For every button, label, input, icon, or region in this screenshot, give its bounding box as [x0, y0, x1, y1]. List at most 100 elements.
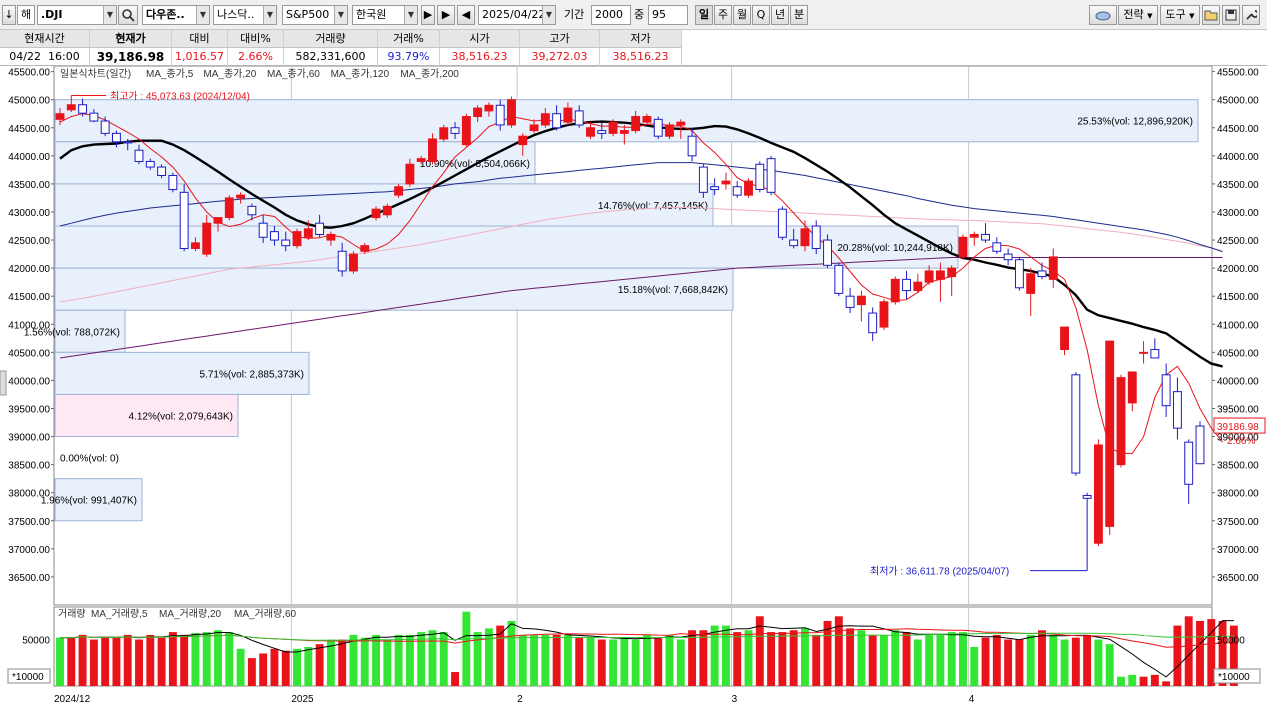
candle-body: [450, 127, 460, 134]
volume-bar: [575, 637, 584, 686]
volume-bar: [1049, 634, 1058, 686]
y-tick-label-right: 41000.00: [1217, 320, 1259, 331]
volume-bar: [767, 632, 776, 686]
left-scroll-handle[interactable]: [0, 370, 7, 396]
volume-bar: [496, 625, 505, 686]
open-button[interactable]: [1202, 5, 1220, 25]
y-tick-label-right: 40000.00: [1217, 376, 1259, 387]
y-tick-label-left: 44500.00: [8, 124, 50, 135]
candle-body: [416, 158, 426, 162]
candle-body: [608, 121, 618, 134]
play-button[interactable]: ▶: [421, 5, 435, 25]
volume-bar: [484, 628, 493, 686]
y-tick-label-right: 39000.00: [1217, 433, 1259, 444]
strategy-button[interactable]: 전략 ▼: [1118, 5, 1158, 25]
volume-bar: [236, 648, 245, 686]
tools-button[interactable]: 도구 ▼: [1160, 5, 1200, 25]
volume-profile-bar: [54, 183, 714, 227]
folder-icon: [1204, 10, 1218, 21]
tab-month[interactable]: 월: [733, 5, 751, 25]
candle-body: [247, 205, 257, 216]
candle-body: [631, 116, 641, 132]
volume-bar: [417, 632, 426, 686]
volume-bar: [902, 632, 911, 686]
volume-bar: [123, 634, 132, 686]
y-tick-label-left: 38000.00: [8, 489, 50, 500]
tab-minute[interactable]: 분: [790, 5, 808, 25]
candle-body: [698, 166, 708, 193]
current-change-value: 2.66%: [1227, 436, 1255, 447]
volume-bar: [372, 634, 380, 686]
candle-body: [676, 121, 686, 126]
legend-entry: MA_종가,5: [146, 68, 194, 80]
index-sp500[interactable]: S&P500 ▼: [282, 5, 348, 25]
candle-body: [394, 186, 404, 196]
y-tick-label-left: 42000.00: [8, 264, 50, 275]
tab-year[interactable]: 년: [771, 5, 789, 25]
volume-bar: [620, 637, 629, 686]
chevron-down-icon[interactable]: ▼: [542, 6, 555, 24]
y-tick-label-left: 45500.00: [8, 68, 50, 79]
symbol-value: .DJI: [41, 8, 63, 21]
period-input[interactable]: 2000: [591, 5, 631, 25]
y-tick-label-right: 36500.00: [1217, 573, 1259, 584]
candle-body: [890, 278, 900, 303]
max-price-label: 최고가 : 45,073.63 (2024/12/04): [110, 91, 250, 103]
current-time: 04/22 16:00: [0, 48, 90, 66]
volume-bar: [913, 639, 922, 686]
index-nasdaq[interactable]: 나스닥.. ▼: [213, 5, 277, 25]
price-chart[interactable]: 25.53%(vol: 12,896,920K)10.90%(vol: 5,50…: [0, 66, 1267, 705]
volume-bar: [451, 672, 459, 686]
candle-body: [1060, 326, 1070, 351]
cloud-button[interactable]: [1089, 5, 1117, 25]
currency-select[interactable]: 한국원 ▼: [352, 5, 418, 25]
save-button[interactable]: [1222, 5, 1240, 25]
quote-bar: 현재시간 현재가 대비 대비% 거래량 거래% 시가 고가 저가 04/22 1…: [0, 30, 1267, 66]
date-value: 2025/04/22: [482, 8, 546, 21]
volume-bar: [507, 620, 516, 686]
volume-bar: [157, 637, 166, 686]
chevron-down-icon[interactable]: ▼: [196, 6, 209, 24]
tab-week[interactable]: 주: [714, 5, 732, 25]
prev-icon: ◀: [461, 8, 471, 21]
date-input[interactable]: 2025/04/22 ▼: [478, 5, 556, 25]
chevron-down-icon[interactable]: ▼: [404, 6, 417, 24]
y-tick-label-right: 37000.00: [1217, 545, 1259, 556]
volume-bar: [1150, 674, 1159, 686]
chevron-down-icon[interactable]: ▼: [334, 6, 347, 24]
volume-tick-left: 50000: [22, 636, 50, 647]
volume-bar: [259, 653, 268, 686]
mid-input[interactable]: 95: [648, 5, 688, 25]
tab-day[interactable]: 일: [695, 5, 713, 25]
volume-bar: [394, 634, 403, 686]
next-button[interactable]: ▶: [437, 5, 455, 25]
y-tick-label-right: 43500.00: [1217, 180, 1259, 191]
symbol-input[interactable]: .DJI ▼: [37, 5, 117, 25]
index-dow-jones[interactable]: 다우존.. ▼: [142, 5, 210, 25]
volume-bar: [315, 644, 324, 686]
volume-profile-label: 0.00%(vol: 0): [60, 454, 119, 465]
market-select[interactable]: 해: [17, 5, 35, 25]
header-volume-pct: 거래%: [378, 30, 440, 48]
prev-button[interactable]: ◀: [457, 5, 475, 25]
y-tick-label-right: 42500.00: [1217, 236, 1259, 247]
volume-ma5-line: [60, 620, 1234, 678]
chevron-down-icon[interactable]: ▼: [103, 6, 116, 24]
y-tick-label-left: 43000.00: [8, 208, 50, 219]
volume-bar: [936, 634, 945, 686]
y-tick-label-right: 38000.00: [1217, 489, 1259, 500]
y-tick-label-right: 44500.00: [1217, 124, 1259, 135]
volume-legend-entry: MA_거래량,20: [159, 608, 222, 620]
volume-bar: [304, 646, 313, 686]
candle-body: [495, 104, 505, 126]
legend-entry: MA_종가,200: [400, 68, 459, 80]
settings-button[interactable]: [1242, 5, 1260, 25]
candle-body: [586, 127, 595, 137]
tab-quarter[interactable]: Q: [752, 5, 770, 25]
volume-profile-label: 20.28%(vol: 10,244,918K): [837, 243, 953, 254]
chevron-down-icon[interactable]: ▼: [263, 6, 276, 24]
search-icon: [122, 9, 135, 22]
volume-profile-bar: [54, 225, 959, 269]
search-button[interactable]: [118, 5, 138, 25]
scroll-down-button[interactable]: ↓: [2, 5, 16, 25]
